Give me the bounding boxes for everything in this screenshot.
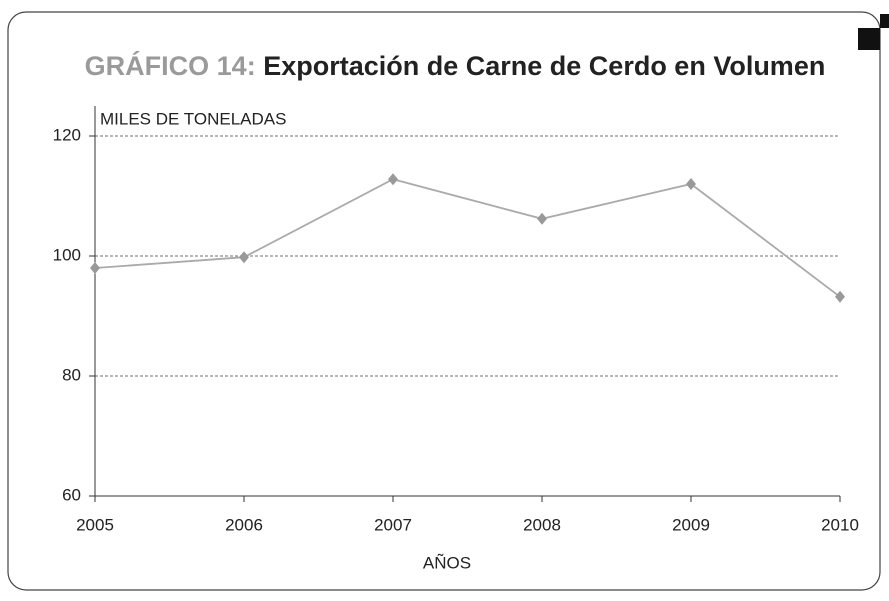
y-tick-label: 100 [53,245,81,264]
corner-square [858,28,880,50]
data-point [239,251,249,264]
x-tick-label: 2005 [76,515,114,534]
x-axis-label: AÑOS [423,553,471,572]
data-point [90,262,100,274]
data-point [686,178,696,190]
title-text: Exportación de Carne de Cerdo en Volumen [263,51,825,81]
corner-square-small [880,14,889,28]
x-tick-label: 2007 [374,515,412,534]
data-point [835,290,845,303]
chart-title: GRÁFICO 14: Exportación de Carne de Cerd… [85,50,826,81]
data-point [388,173,398,186]
y-tick-label: 80 [62,365,81,384]
y-tick-label: 120 [53,125,81,144]
x-tick-label: 2009 [672,515,710,534]
y-tick-label: 60 [62,485,81,504]
frame [7,11,881,591]
title-label: GRÁFICO 14: [85,50,256,81]
data-line [94,178,841,298]
x-tick-label: 2010 [821,515,859,534]
data-point [537,212,547,225]
x-tick-label: 2006 [225,515,263,534]
x-tick-label: 2008 [523,515,561,534]
y-axis-label: MILES DE TONELADAS [100,109,286,128]
